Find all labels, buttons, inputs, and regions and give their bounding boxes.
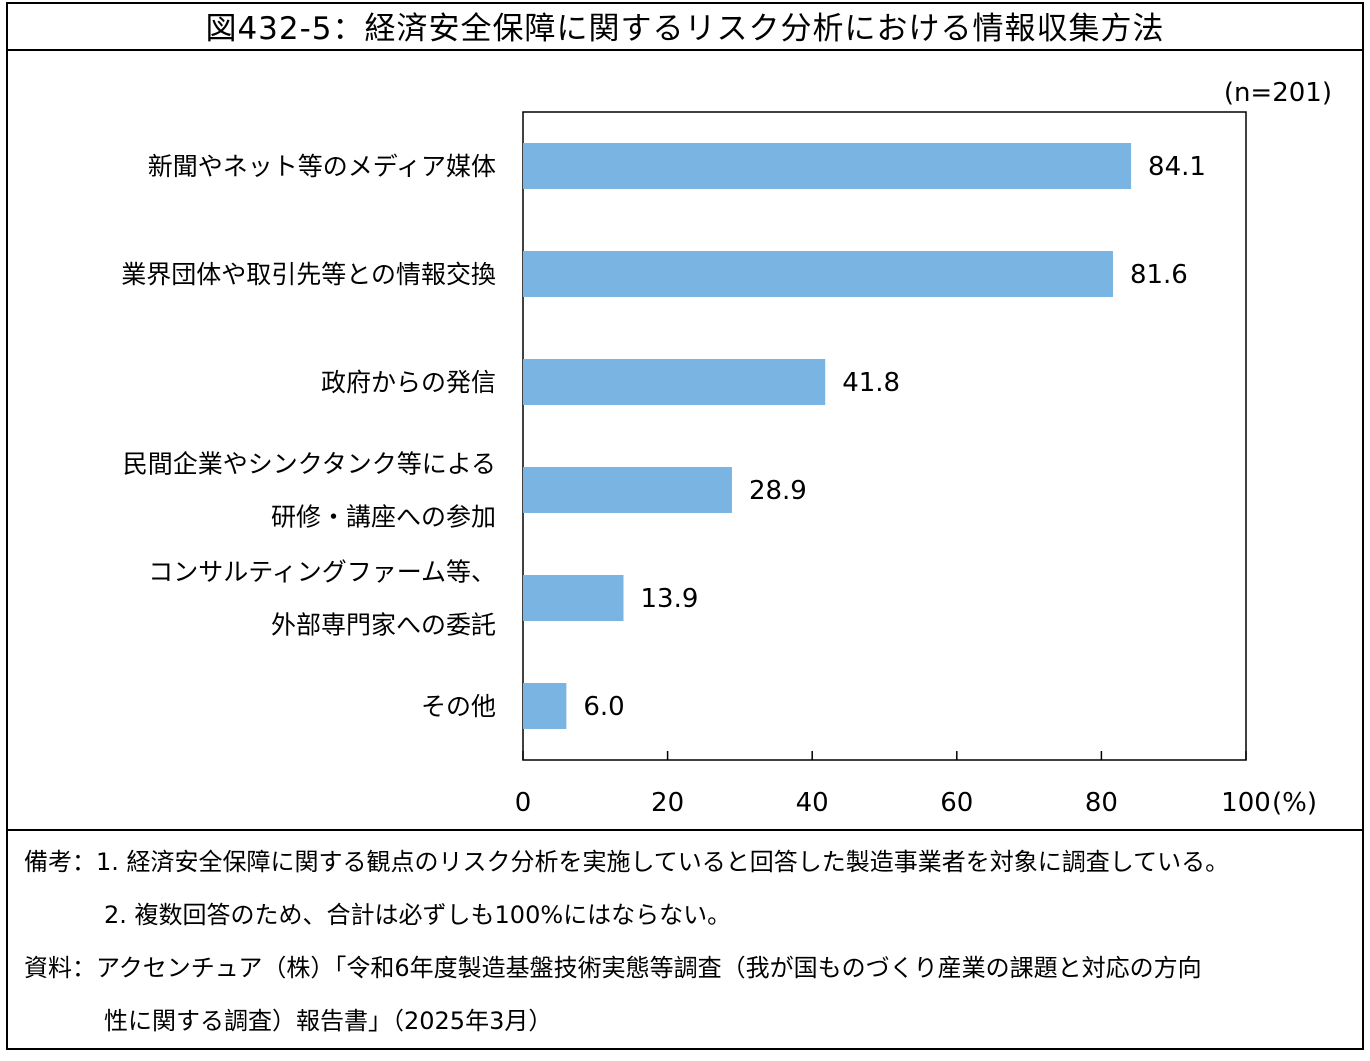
note-row-1: 備考：1. 経済安全保障に関する観点のリスク分析を実施していると回答した製造事業… [24, 842, 1229, 877]
category-label: コンサルティングファーム等、 [148, 558, 496, 587]
bar-chart: 84.1 新聞やネット等のメディア媒体 81.6 業界団体や取引先等との情報交換 41.… [121, 78, 1332, 818]
bar [523, 683, 567, 729]
bar [523, 251, 1113, 297]
category-label: 研修・講座への参加 [271, 503, 496, 532]
note-1: 1. 経済安全保障に関する観点のリスク分析を実施していると回答した製造事業者を対… [96, 848, 1230, 876]
source-row-1: 資料：アクセンチュア（株）「令和6年度製造基盤技術実態等調査（我が国ものづくり産… [24, 948, 1202, 983]
plot-frame [522, 111, 1247, 761]
x-unit-label: (%) [1272, 788, 1317, 818]
category-label: 新聞やネット等のメディア媒体 [148, 152, 496, 181]
note-row-2: 2. 複数回答のため、合計は必ずしも100%にはならない。 [104, 895, 731, 930]
category-label: 外部専門家への委託 [271, 611, 496, 640]
category-label: その他 [421, 692, 496, 721]
bar [523, 575, 624, 621]
bar [523, 467, 732, 513]
note-2: 2. 複数回答のため、合計は必ずしも100%にはならない。 [104, 901, 732, 929]
value-label: 6.0 [583, 692, 624, 722]
x-tick-label: 20 [651, 788, 684, 818]
value-label: 13.9 [640, 584, 698, 614]
bar [523, 143, 1132, 189]
category-label: 民間企業やシンクタンク等による [123, 450, 496, 479]
figure-frame [6, 2, 1364, 1050]
source-text-1: アクセンチュア（株）「令和6年度製造基盤技術実態等調査（我が国ものづくり産業の課… [96, 954, 1202, 982]
x-tick-label: 100 [1221, 788, 1271, 818]
value-label: 81.6 [1130, 260, 1188, 290]
source-text-2: 性に関する調査）報告書」（2025年3月） [104, 1007, 553, 1035]
value-label: 28.9 [749, 476, 807, 506]
source-row-2: 性に関する調査）報告書」（2025年3月） [104, 1001, 552, 1036]
category-label: 業界団体や取引先等との情報交換 [121, 260, 496, 289]
category-label: 政府からの発信 [321, 368, 496, 397]
bar [523, 359, 826, 405]
value-label: 84.1 [1148, 152, 1206, 182]
x-tick-label: 0 [515, 788, 532, 818]
chart-area: 84.1 新聞やネット等のメディア媒体 81.6 業界団体や取引先等との情報交換 41.… [6, 51, 1364, 831]
figure-title: 図432-5：経済安全保障に関するリスク分析における情報収集方法 [6, 2, 1364, 51]
sample-size-label: (n=201) [1224, 78, 1332, 108]
x-tick-label: 40 [796, 788, 829, 818]
value-label: 41.8 [842, 368, 900, 398]
notes-label: 備考： [24, 848, 96, 876]
source-label: 資料： [24, 954, 96, 982]
x-tick-label: 60 [940, 788, 973, 818]
x-tick-label: 80 [1085, 788, 1118, 818]
